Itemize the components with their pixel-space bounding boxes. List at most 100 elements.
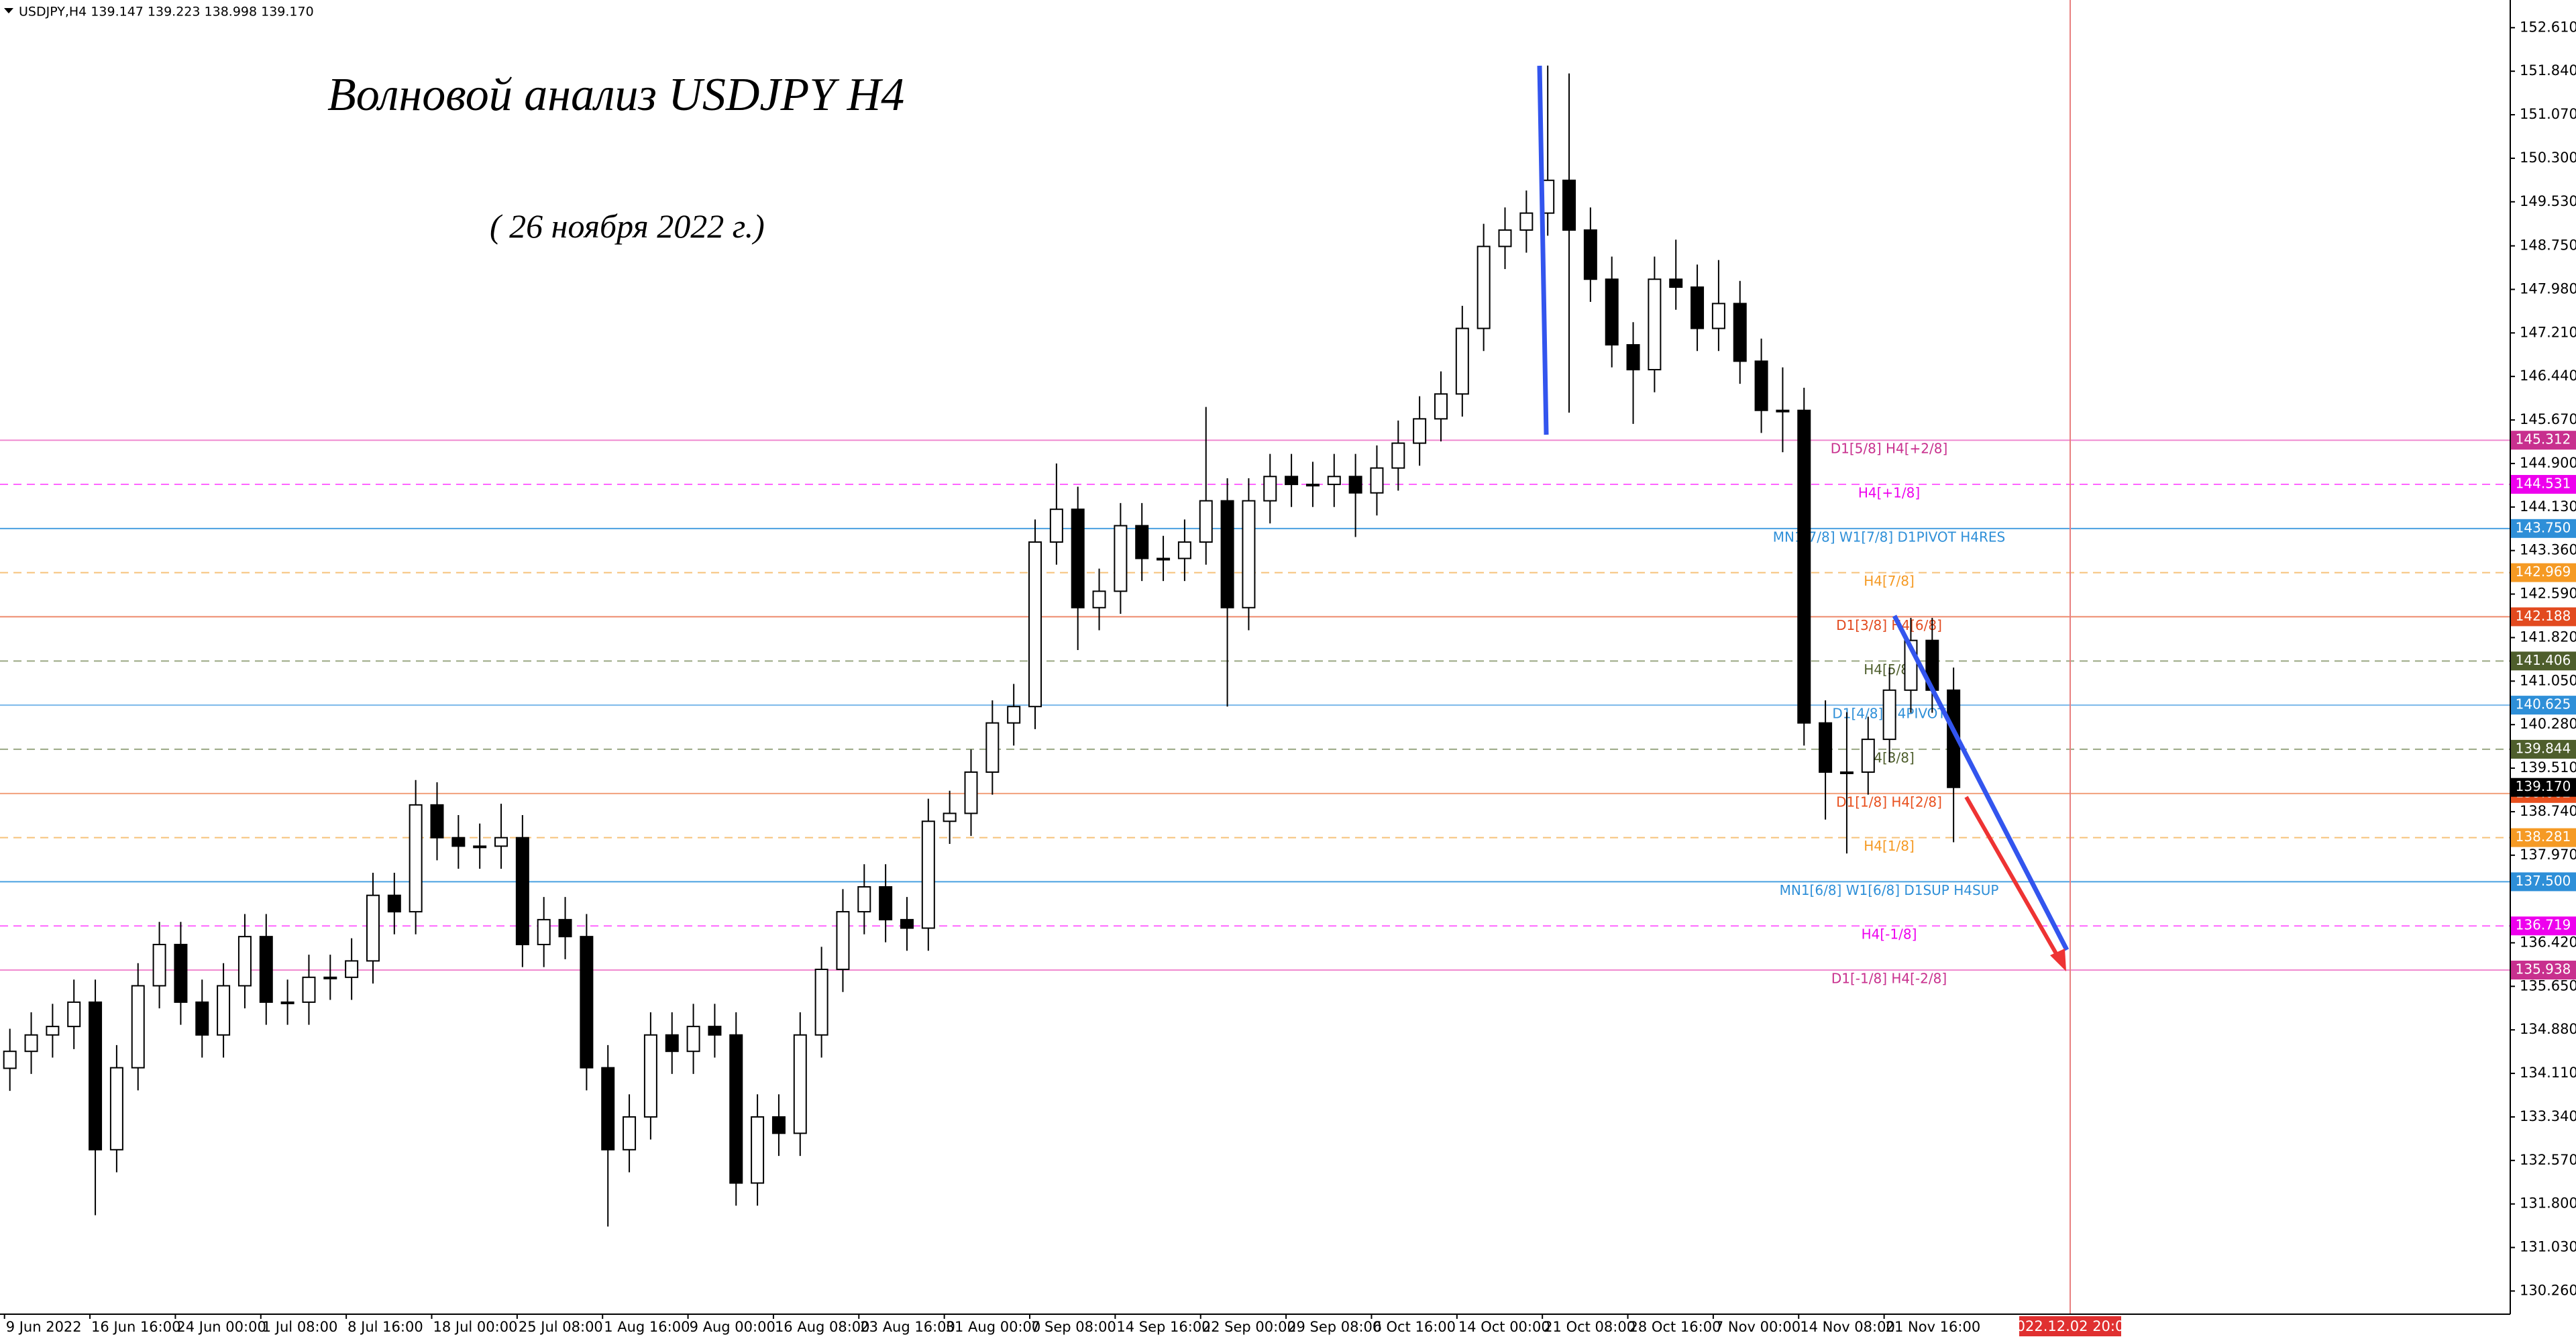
marker-label: 2022.12.02 20:00 (2007, 1318, 2133, 1334)
candle-body (1049, 508, 1063, 543)
level-price: 140.625 (2516, 696, 2571, 712)
y-tick-label: 146.440 (2520, 368, 2576, 384)
level-box (2511, 739, 2576, 759)
x-tick-label: 9 Jun 2022 (6, 1319, 82, 1335)
x-tick-label: 21 Oct 08:00 (1544, 1319, 1635, 1335)
candle-body (1413, 418, 1427, 444)
candle-body (1135, 525, 1149, 559)
candle-body (793, 1034, 807, 1134)
candle-body (174, 943, 188, 1003)
y-tick-label: 130.260 (2520, 1282, 2576, 1298)
y-tick-label: 151.840 (2520, 62, 2576, 78)
candle-body (302, 976, 316, 1003)
y-tick-label: 136.420 (2520, 934, 2576, 950)
y-tick-label: 132.570 (2520, 1152, 2576, 1168)
x-tick-label: 7 Nov 00:00 (1715, 1319, 1801, 1335)
forecast-arrow (1964, 796, 2061, 961)
candle-body (943, 812, 957, 822)
candle-body (323, 976, 337, 979)
candle-body (708, 1026, 722, 1036)
y-tick-label: 140.280 (2520, 716, 2576, 732)
candle-body (515, 837, 529, 945)
candle-body (1797, 409, 1811, 724)
level-label: D1[1/8] H4[2/8] (1836, 794, 1942, 810)
candle-body (1882, 689, 1896, 741)
candle-body (217, 985, 231, 1036)
level-price: 135.938 (2516, 961, 2571, 977)
y-tick-label: 142.590 (2520, 586, 2576, 602)
candle-body (1690, 286, 1705, 329)
candle-body (1819, 722, 1833, 773)
level-price: 141.406 (2516, 652, 2571, 668)
level-box (2511, 872, 2576, 892)
candle-body (1285, 476, 1299, 486)
level-box (2511, 651, 2576, 671)
y-tick-label: 139.510 (2520, 759, 2576, 775)
candle-body (1669, 278, 1683, 288)
candle-body (473, 845, 487, 849)
level-box (2511, 519, 2576, 538)
y-tick-label: 134.110 (2520, 1065, 2576, 1081)
level-box (2511, 696, 2576, 715)
candle-body (1711, 303, 1725, 329)
candle-body (1434, 393, 1448, 420)
candle-body (109, 1067, 123, 1150)
x-tick-label: 28 Oct 16:00 (1629, 1319, 1721, 1335)
level-box (2511, 475, 2576, 494)
level-label: MN1[7/8] W1[7/8] D1PIVOT H4RES (1773, 529, 2005, 545)
symbol-header: USDJPY,H4 139.147 139.223 138.998 139.17… (19, 5, 314, 19)
level-label: D1[-1/8] H4[-2/8] (1831, 971, 1947, 987)
candle-body (537, 918, 551, 945)
x-tick-label: 23 Aug 16:00 (860, 1319, 955, 1335)
price-axis: 152.610 151.840 151.070 150.300 149.530 148.7… (2510, 19, 2576, 1298)
y-tick-label: 133.340 (2520, 1108, 2576, 1124)
candle-body (195, 1001, 209, 1036)
candle-body (387, 894, 401, 913)
candle-body (259, 936, 273, 1003)
level-box (2511, 828, 2576, 847)
chart-title: Волновой анализ USDJPY H4 (327, 69, 904, 121)
arrow-head (2050, 949, 2066, 971)
y-tick-label: 144.130 (2520, 498, 2576, 515)
y-tick-label: 135.650 (2520, 977, 2576, 994)
candle-body (921, 820, 935, 929)
candle-body (643, 1034, 657, 1118)
candle-body (3, 1051, 17, 1069)
candle-body (280, 1001, 294, 1004)
candle-body (1605, 278, 1619, 345)
level-box (2511, 961, 2576, 980)
x-tick-label: 16 Aug 08:00 (775, 1319, 870, 1335)
candle-body (46, 1026, 60, 1036)
level-price: 144.531 (2516, 476, 2571, 492)
y-tick-label: 137.970 (2520, 847, 2576, 863)
candle-body (1648, 278, 1662, 371)
level-label: H4[7/8] (1864, 573, 1915, 589)
y-tick-label: 150.300 (2520, 150, 2576, 166)
y-tick-label: 141.050 (2520, 672, 2576, 688)
x-tick-label: 1 Aug 16:00 (604, 1319, 690, 1335)
y-tick-label: 152.610 (2520, 19, 2576, 35)
level-price: 143.750 (2516, 519, 2571, 535)
y-tick-label: 147.980 (2520, 280, 2576, 297)
candle-body (1370, 467, 1384, 494)
y-tick-label: 147.210 (2520, 324, 2576, 340)
candle-body (1754, 360, 1768, 411)
candle-body (686, 1026, 700, 1053)
candle-body (836, 911, 850, 971)
candle-body (1455, 327, 1469, 395)
candle-body (1177, 541, 1191, 559)
candle-body (623, 1116, 637, 1150)
candle-body (1157, 557, 1171, 561)
candle-body (1519, 212, 1534, 231)
candle-body (1733, 303, 1747, 362)
candle-body (24, 1034, 38, 1053)
candle-body (1327, 476, 1341, 486)
candle-body (729, 1034, 743, 1184)
current-box (2511, 778, 2576, 797)
candle-body (879, 886, 893, 920)
x-tick-label: 14 Sep 16:00 (1116, 1319, 1210, 1335)
y-tick-label: 145.670 (2520, 411, 2576, 427)
candle-body (601, 1067, 615, 1150)
